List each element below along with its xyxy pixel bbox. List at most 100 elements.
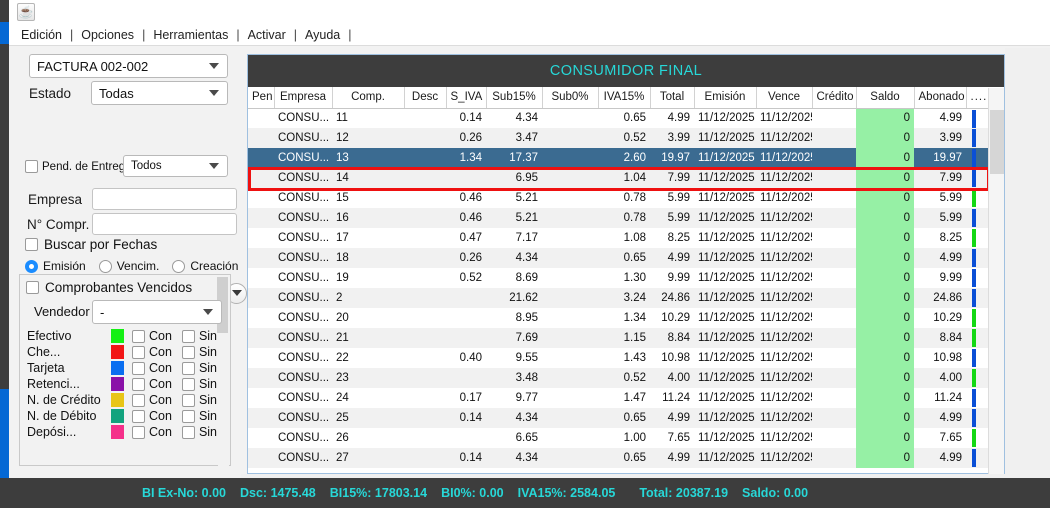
payment-sin-checkbox[interactable]: [181, 345, 195, 359]
cell-abonado: 8.25: [914, 228, 966, 248]
column-header-desc[interactable]: Desc: [404, 87, 447, 109]
cell-sub15: 8.95: [486, 308, 542, 328]
payment-con-checkbox[interactable]: [132, 377, 145, 391]
table-row[interactable]: CONSU... 20 8.95 1.34 10.29 11/12/2025 11/12/2…: [248, 308, 988, 328]
column-header-comp[interactable]: Comp.: [332, 87, 405, 109]
payment-sin-checkbox[interactable]: [181, 361, 195, 375]
menu-item-activar[interactable]: Activar: [247, 27, 286, 42]
menubar: Edición | Opciones | Herramientas | Acti…: [9, 24, 1050, 46]
menu-item-edicion[interactable]: Edición: [21, 27, 62, 42]
vencidos-scrollbar[interactable]: [217, 276, 229, 466]
buscar-fechas-checkbox[interactable]: [25, 238, 38, 251]
table-row[interactable]: CONSU... 17 0.47 7.17 1.08 8.25 11/12/2025 11/1…: [248, 228, 988, 248]
table-row[interactable]: CONSU... 22 0.40 9.55 1.43 10.98 11/12/2025 11/…: [248, 348, 988, 368]
table-row[interactable]: CONSU... 18 0.26 4.34 0.65 4.99 11/12/2025 11/1…: [248, 248, 988, 268]
column-header-siva[interactable]: S_IVA: [446, 87, 487, 109]
cell-saldo: 0: [856, 308, 914, 328]
column-header-emision[interactable]: Emisión: [694, 87, 757, 109]
column-header-pen[interactable]: Pen: [248, 87, 275, 109]
cell-total: 4.99: [650, 408, 694, 428]
table-row[interactable]: CONSU... 2 21.62 3.24 24.86 11/12/2025 11/12/2…: [248, 288, 988, 308]
pend-entrega-select[interactable]: Todos: [123, 155, 228, 177]
table-row[interactable]: CONSU... 19 0.52 8.69 1.30 9.99 11/12/2025 11/1…: [248, 268, 988, 288]
empresa-input[interactable]: [92, 188, 237, 210]
cell-abonado: 4.99: [914, 448, 966, 468]
column-header-saldo[interactable]: Saldo: [856, 87, 915, 109]
estado-select[interactable]: Todas: [91, 81, 228, 105]
radio-vencim[interactable]: [98, 259, 112, 273]
cell-credito: [812, 308, 856, 328]
payment-sin-checkbox[interactable]: [181, 329, 195, 343]
cell-iva15: 1.04: [598, 168, 650, 188]
filter-panel: FACTURA 002-002 Estado Todas Pend. de En…: [13, 48, 247, 474]
table-row[interactable]: CONSU... 21 7.69 1.15 8.84 11/12/2025 11/12/20…: [248, 328, 988, 348]
payment-con-checkbox[interactable]: [132, 409, 145, 423]
table-row[interactable]: CONSU... 25 0.14 4.34 0.65 4.99 11/12/2025 11/1…: [248, 408, 988, 428]
column-header-credito[interactable]: Crédito: [812, 87, 857, 109]
payment-sin-checkbox[interactable]: [181, 409, 195, 423]
column-header-iva15[interactable]: IVA15%: [598, 87, 651, 109]
status-dsc: Dsc: 1475.48: [240, 486, 316, 500]
column-header-sub0[interactable]: Sub0%: [542, 87, 599, 109]
table-row[interactable]: CONSU... 27 0.14 4.34 0.65 4.99 11/12/2025 11/1…: [248, 448, 988, 468]
cell-sub0: [542, 268, 598, 288]
cell-comp: 13: [332, 148, 404, 168]
payment-con-checkbox[interactable]: [132, 329, 145, 343]
column-header-abonado[interactable]: Abonado: [914, 87, 967, 109]
payment-sin-checkbox[interactable]: [181, 377, 195, 391]
menu-item-ayuda[interactable]: Ayuda: [305, 27, 341, 42]
table-vertical-scrollbar[interactable]: [988, 88, 1004, 474]
vendedor-select[interactable]: -: [92, 300, 222, 324]
cell-pen: [248, 168, 274, 188]
menu-separator: |: [236, 27, 240, 42]
table-row[interactable]: CONSU... 11 0.14 4.34 0.65 4.99 11/12/2025 11/1…: [248, 108, 988, 128]
column-header-sub15[interactable]: Sub15%: [486, 87, 543, 109]
payment-type-row: N. de Crédito Con Sin: [27, 392, 222, 408]
cell-desc: [404, 248, 446, 268]
radio-emision[interactable]: [25, 259, 38, 273]
table-row[interactable]: CONSU... 15 0.46 5.21 0.78 5.99 11/12/2025 11/1…: [248, 188, 988, 208]
vencidos-panel: Comprobantes Vencidos Vendedor - Efectiv…: [19, 274, 231, 466]
cell-abonado: 4.99: [914, 248, 966, 268]
table-row[interactable]: CONSU... 24 0.17 9.77 1.47 11.24 11/12/2025 11/…: [248, 388, 988, 408]
cell-status-indicator: [966, 128, 988, 148]
cell-status-indicator: [966, 168, 988, 188]
cell-total: 7.65: [650, 428, 694, 448]
cell-vence: 11/12/2025: [756, 228, 812, 248]
cell-saldo: 0: [856, 168, 914, 188]
menu-item-opciones[interactable]: Opciones: [81, 27, 135, 42]
cell-desc: [404, 188, 446, 208]
table-row[interactable]: CONSU... 16 0.46 5.21 0.78 5.99 11/12/2025 11/1…: [248, 208, 988, 228]
table-scrollbar-thumb[interactable]: [990, 110, 1004, 174]
column-header-indicator[interactable]: ........: [966, 87, 988, 109]
column-header-vence[interactable]: Vence: [756, 87, 813, 109]
cell-emision: 11/12/2025: [694, 128, 756, 148]
table-row[interactable]: CONSU... 12 0.26 3.47 0.52 3.99 11/12/2025 11/1…: [248, 128, 988, 148]
payment-con-checkbox[interactable]: [132, 361, 145, 375]
vencidos-scrollbar-thumb[interactable]: [217, 277, 228, 333]
menu-item-herramientas[interactable]: Herramientas: [153, 27, 229, 42]
column-header-empresa[interactable]: Empresa: [274, 87, 333, 109]
payment-con-checkbox[interactable]: [132, 425, 145, 439]
status-indicator-bar: [972, 449, 976, 467]
cell-empresa: CONSU...: [274, 228, 332, 248]
empresa-label: Empresa: [28, 192, 83, 207]
payment-con-checkbox[interactable]: [132, 393, 145, 407]
payment-sin-label: Sin: [198, 393, 218, 407]
payment-type-name: Tarjeta: [27, 361, 65, 375]
table-row[interactable]: CONSU... 14 6.95 1.04 7.99 11/12/2025 11/12/20…: [248, 168, 988, 188]
payment-con-checkbox[interactable]: [132, 345, 145, 359]
document-type-select[interactable]: FACTURA 002-002: [29, 54, 228, 78]
payment-sin-checkbox[interactable]: [181, 425, 195, 439]
pend-entrega-checkbox[interactable]: [25, 160, 38, 173]
cell-iva15: 1.30: [598, 268, 650, 288]
table-row[interactable]: CONSU... 26 6.65 1.00 7.65 11/12/2025 11/12/20…: [248, 428, 988, 448]
radio-creacion[interactable]: [172, 259, 186, 273]
num-compr-input[interactable]: [92, 213, 237, 235]
payment-sin-checkbox[interactable]: [181, 393, 195, 407]
table-row[interactable]: CONSU... 23 3.48 0.52 4.00 11/12/2025 11/12/20…: [248, 368, 988, 388]
column-header-total[interactable]: Total: [650, 87, 695, 109]
window-body: ☕ Edición | Opciones | Herramientas | Ac…: [9, 0, 1050, 478]
table-row[interactable]: CONSU... 13 1.34 17.37 2.60 19.97 11/12/2025 11…: [248, 148, 988, 168]
comprobantes-vencidos-checkbox[interactable]: [26, 281, 39, 294]
